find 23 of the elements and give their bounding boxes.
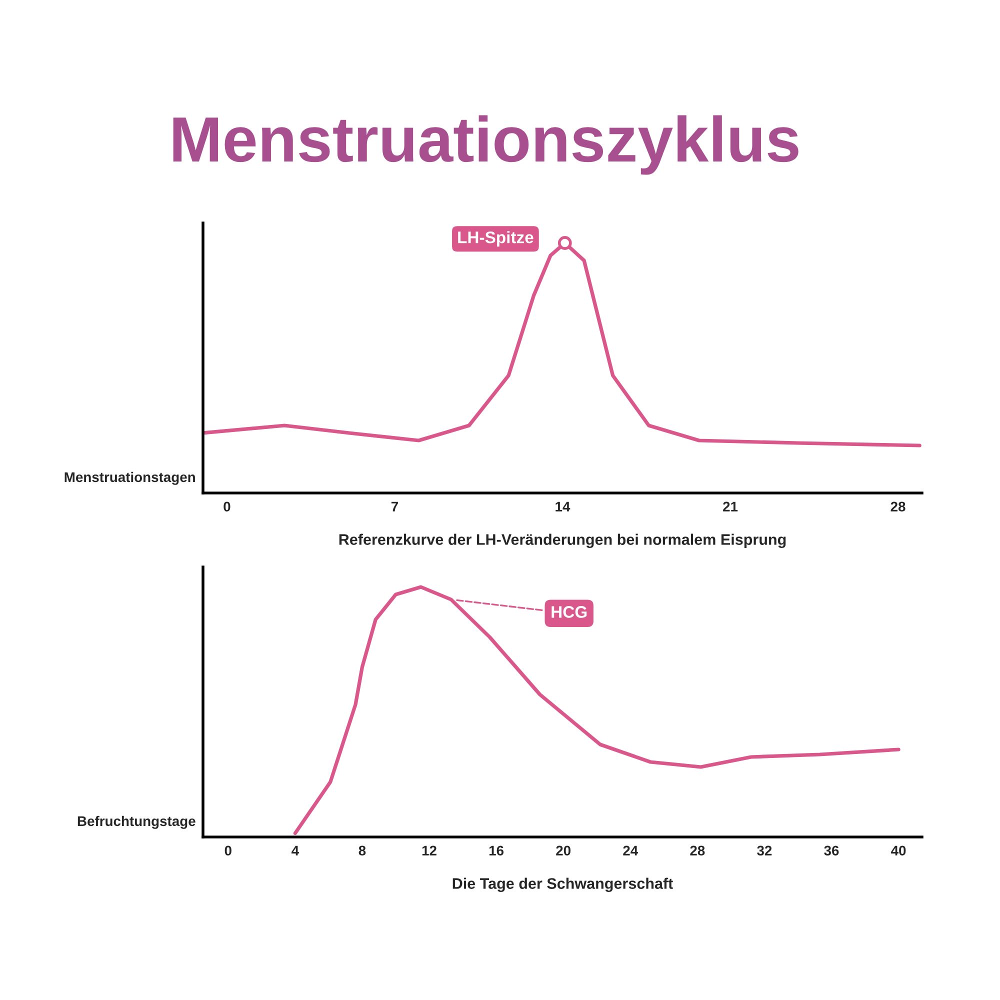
x-tick-label: 36 — [824, 846, 839, 856]
x-axis-title: Referenzkurve der LH-Veränderungen bei normalem Eisprung — [339, 534, 786, 548]
x-tick-label: 28 — [890, 502, 906, 512]
x-axis-title: Die Tage der Schwangerschaft — [452, 878, 673, 892]
x-tick-label: 4 — [292, 846, 299, 856]
x-tick-label: 12 — [422, 846, 436, 856]
x-tick-label: 28 — [690, 846, 705, 856]
annotation: LH-Spitze — [458, 231, 534, 247]
x-tick-label: 32 — [757, 846, 772, 856]
y-axis-title: Menstruationstagen — [64, 472, 195, 485]
x-tick-label: 21 — [723, 502, 738, 512]
x-tick-label: 8 — [358, 846, 366, 856]
x-tick-label: 40 — [891, 846, 906, 856]
x-tick-label: 0 — [224, 846, 232, 856]
x-tick-label: 14 — [556, 502, 570, 512]
x-tick-label: 20 — [556, 846, 570, 856]
y-axis-title: Befruchtungstage — [78, 816, 196, 829]
x-tick-label: 7 — [391, 502, 398, 512]
x-tick-label: 0 — [224, 502, 230, 512]
x-tick-label: 24 — [623, 846, 638, 856]
annotation: HCG — [552, 606, 587, 618]
chart-title: Menstruationszyklus — [173, 115, 798, 175]
x-tick-label: 16 — [489, 846, 504, 856]
